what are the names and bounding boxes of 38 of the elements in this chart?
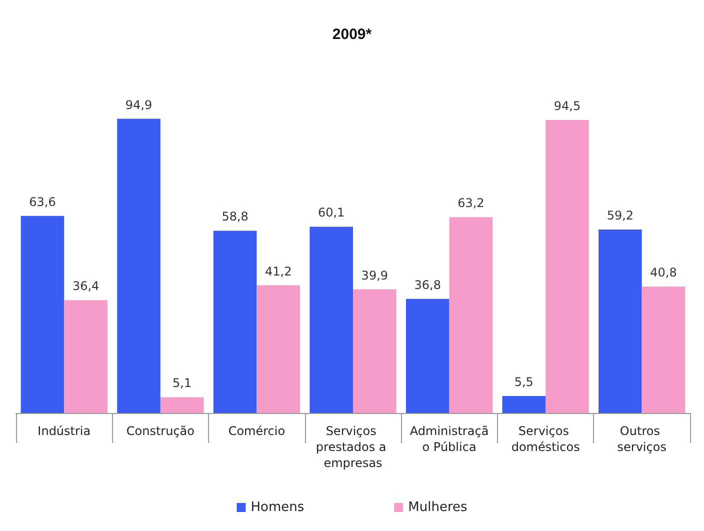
bar [598, 229, 642, 413]
bar [353, 289, 396, 413]
data-label: 41,2 [265, 264, 292, 278]
bar [20, 216, 64, 413]
bar [449, 217, 493, 413]
data-label: 36,8 [414, 278, 441, 292]
data-label: 59,2 [606, 208, 634, 222]
legend-label: Homens [250, 500, 304, 515]
data-label: 36,4 [72, 279, 100, 294]
bar [310, 226, 353, 413]
bar [256, 285, 300, 413]
x-tick-label: Administração Pública [410, 424, 489, 454]
x-tick-label: Serviços domésticos [511, 424, 580, 454]
data-label: 40,8 [650, 266, 677, 280]
bar [160, 397, 204, 413]
legend-label: Mulheres [408, 500, 468, 515]
data-label: 94,5 [554, 99, 581, 114]
bar [213, 230, 257, 413]
data-label: 39,9 [361, 268, 388, 282]
bar [502, 396, 546, 413]
data-label: 5,1 [172, 376, 192, 390]
bar [64, 300, 108, 413]
x-tick-label: Outros serviços [617, 424, 666, 454]
x-tick-label: Construção [126, 424, 194, 438]
bar [546, 120, 589, 413]
data-label: 63,2 [458, 196, 484, 210]
x-tick-label: Comércio [228, 424, 286, 438]
data-label: 60,1 [318, 206, 345, 220]
bar [406, 298, 450, 413]
bar [117, 118, 160, 413]
data-label: 58,8 [222, 210, 248, 224]
data-label: 94,9 [125, 98, 152, 112]
data-label: 5,5 [514, 374, 534, 389]
chart-title: 2009* [332, 26, 372, 43]
x-tick-label: Indústria [38, 424, 91, 438]
x-tick-label: Serviços prestados a empresas [316, 424, 390, 470]
data-label: 63,6 [29, 194, 56, 209]
bar [642, 286, 686, 413]
